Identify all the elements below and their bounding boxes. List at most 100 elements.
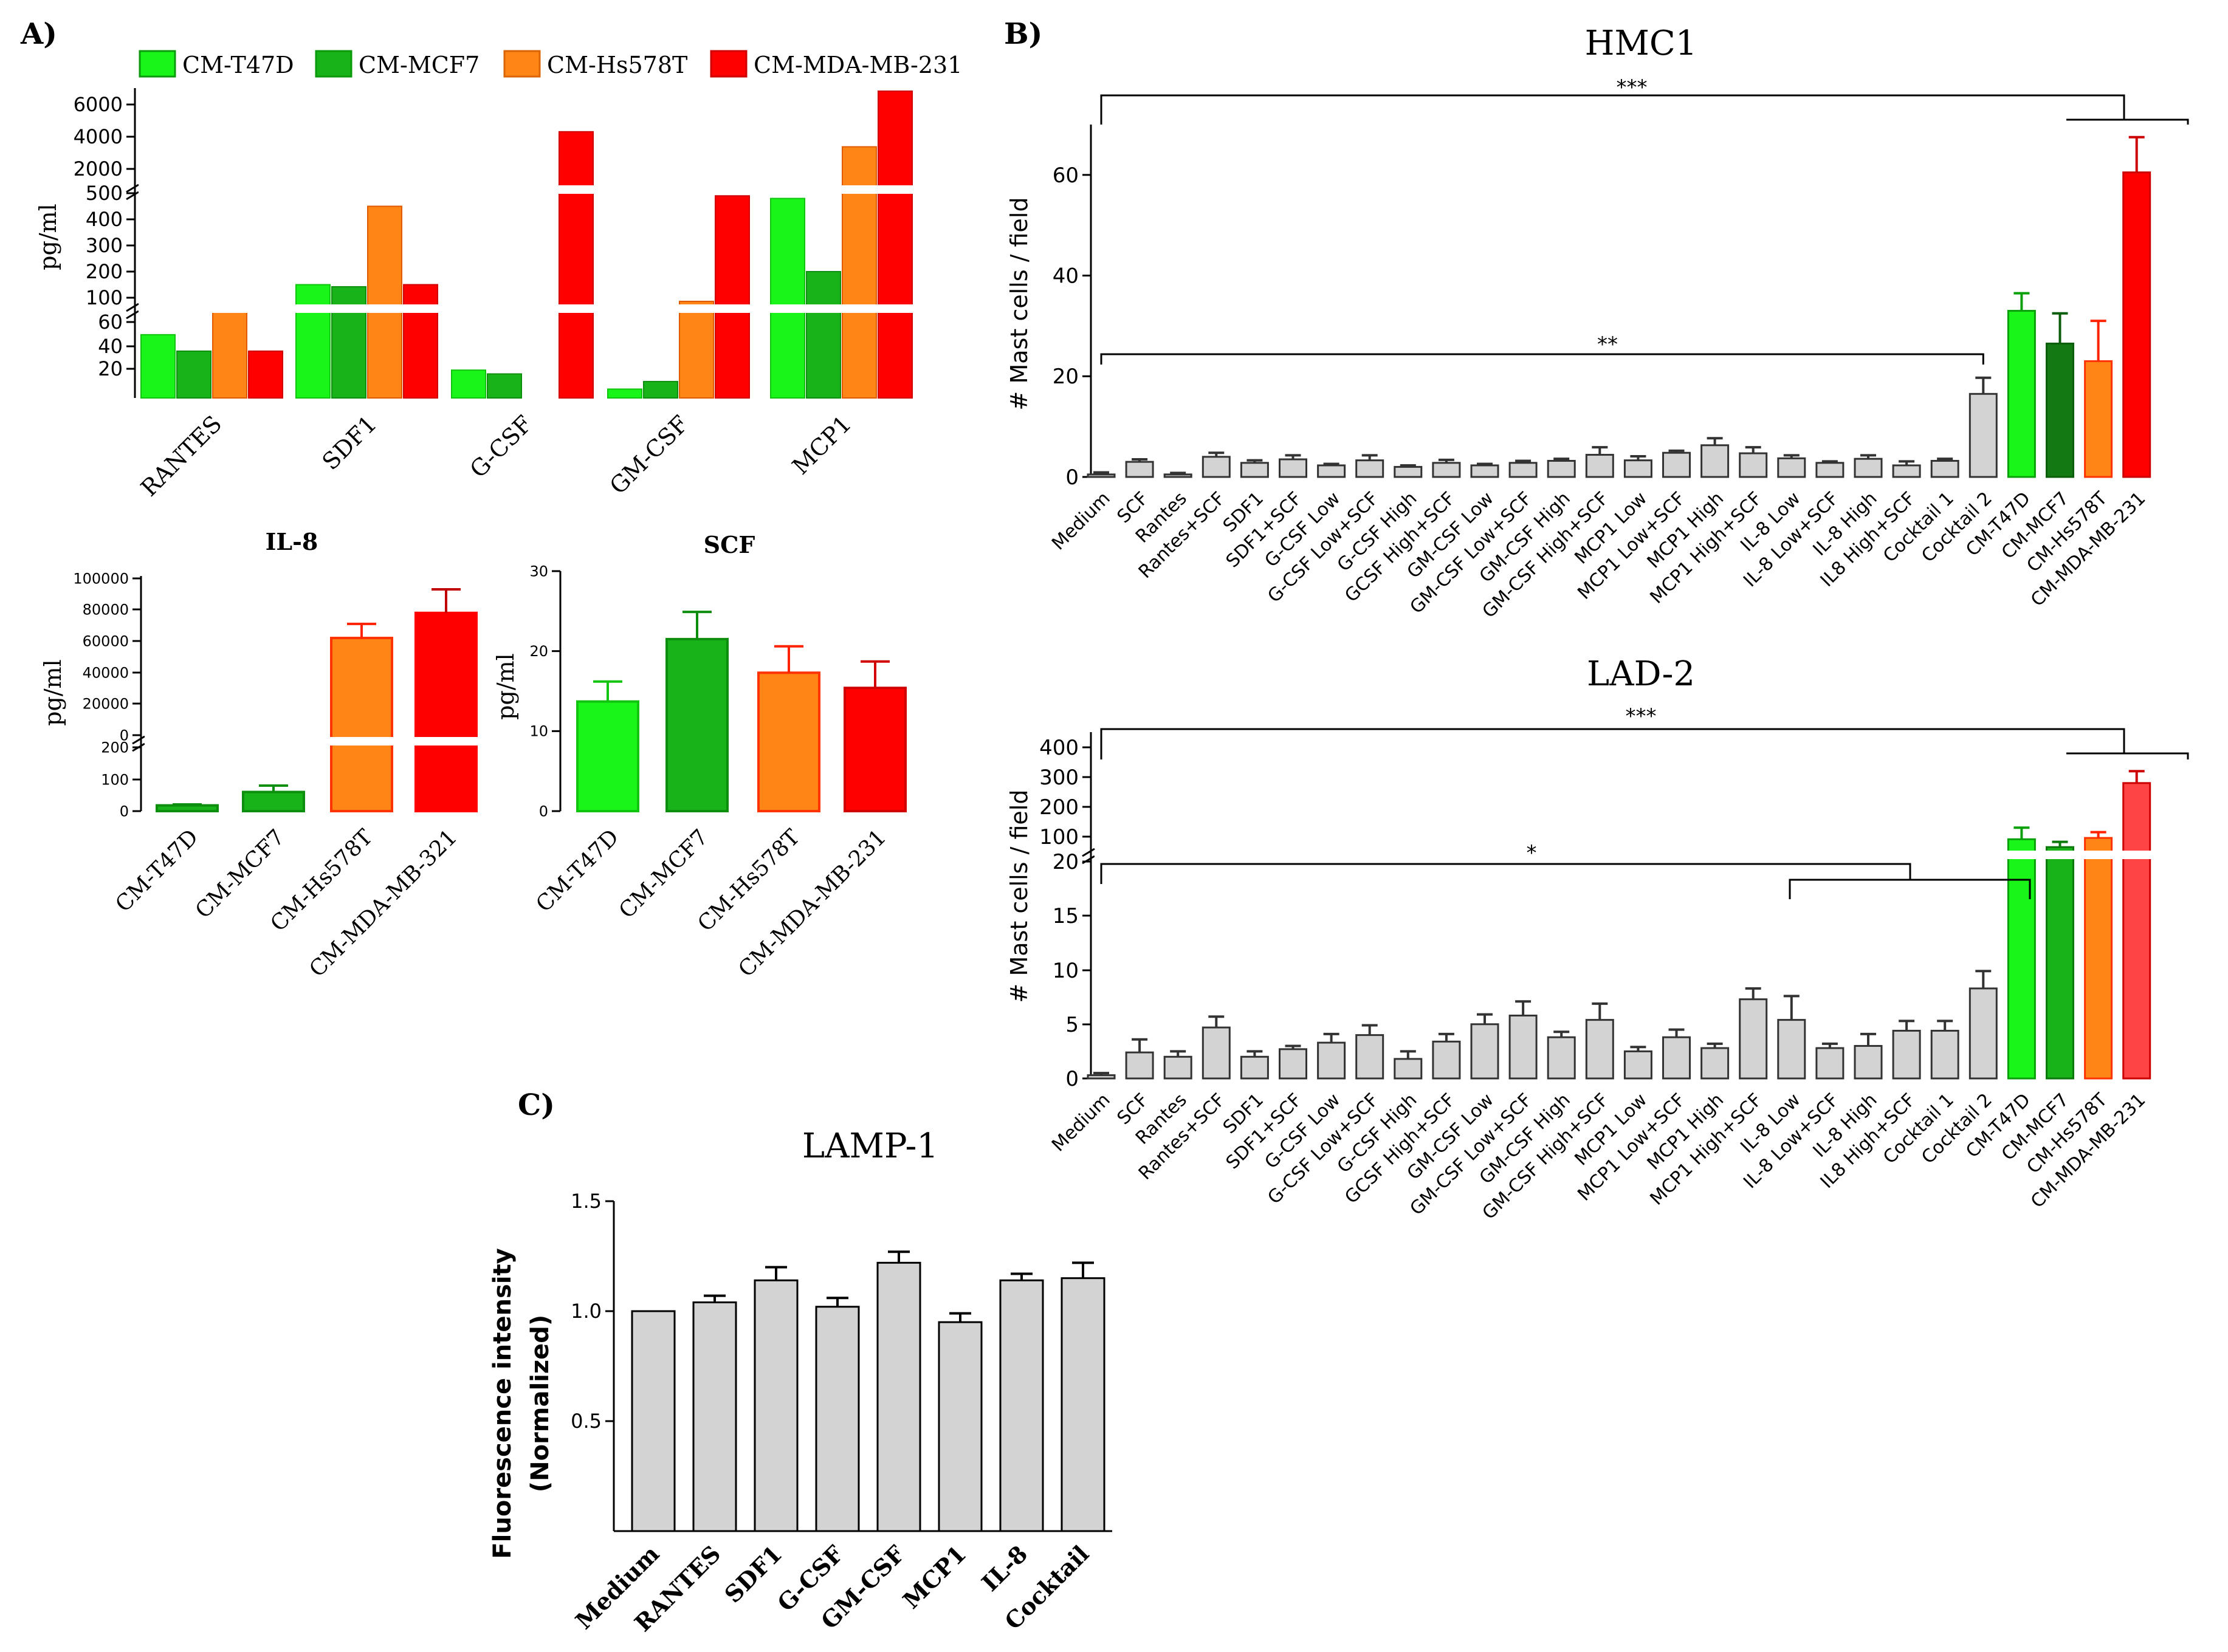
y-tick-label: 20 bbox=[529, 643, 548, 660]
bar-group bbox=[631, 1250, 1105, 1532]
y-tick-label: 300 bbox=[86, 234, 123, 257]
bar bbox=[692, 1301, 737, 1532]
y-tick-label: 100000 bbox=[73, 570, 129, 587]
bar bbox=[844, 687, 907, 812]
bar bbox=[631, 1310, 676, 1532]
y-tick-label: 100 bbox=[101, 771, 129, 788]
bar bbox=[1815, 462, 1845, 478]
x-tick-label: RANTES bbox=[136, 410, 227, 501]
x-tick-label: CM-MDA-MB-321 bbox=[304, 824, 462, 982]
bar bbox=[1968, 987, 1998, 1080]
bar bbox=[2084, 837, 2113, 1080]
bar bbox=[1930, 1029, 1959, 1080]
bar bbox=[1355, 459, 1384, 478]
chart-title: LAMP-1 bbox=[802, 1126, 938, 1166]
x-tick-label: CM-MCF7 bbox=[614, 824, 713, 924]
y-tick-label: 0 bbox=[539, 803, 548, 820]
bar bbox=[1470, 464, 1499, 478]
legend-swatch bbox=[139, 50, 176, 78]
panel-a-scf-chart: SCF pg/ml 0 10 20 30 CM-T47DCM-MCF7CM-Hs578… bbox=[492, 531, 907, 982]
y-axis-label: # Mast cells / field bbox=[1006, 197, 1033, 411]
significance-bracket bbox=[1789, 879, 2031, 899]
bar bbox=[2046, 846, 2074, 1080]
bar bbox=[1815, 1047, 1845, 1080]
y-axis-label: # Mast cells / field bbox=[1006, 790, 1033, 1003]
x-tick-label: CM-T47D bbox=[531, 824, 624, 917]
significance-label: * bbox=[1527, 841, 1537, 865]
y-tick-label: 15 bbox=[1053, 904, 1079, 928]
bar bbox=[176, 350, 211, 399]
significance-brackets: ***** bbox=[1100, 75, 2189, 365]
panel-a-label: A) bbox=[20, 17, 57, 51]
bar bbox=[330, 637, 393, 813]
bar bbox=[1317, 1041, 1346, 1080]
bar bbox=[1662, 1036, 1691, 1080]
y-tick-label: 200 bbox=[86, 260, 123, 283]
y-axis: 0 20 40 60 bbox=[1053, 125, 1092, 490]
bar bbox=[1317, 464, 1346, 478]
bar bbox=[414, 611, 478, 812]
bar bbox=[1777, 457, 1806, 478]
bar bbox=[1202, 1026, 1231, 1080]
bar bbox=[2122, 782, 2151, 1080]
bar bbox=[1240, 462, 1269, 478]
bar-group bbox=[1087, 135, 2151, 478]
significance-bracket bbox=[1100, 728, 2125, 759]
bar bbox=[2046, 342, 2074, 478]
bar bbox=[451, 369, 486, 399]
y-tick-label: 60000 bbox=[83, 632, 129, 649]
x-tick-label: CM-MCF7 bbox=[191, 824, 290, 924]
y-tick-label: 40 bbox=[98, 335, 123, 358]
y-tick-label: 20 bbox=[98, 357, 123, 380]
x-tick-label: Medium bbox=[1048, 1089, 1115, 1156]
y-tick-label: 0 bbox=[120, 803, 129, 820]
bar bbox=[2084, 360, 2113, 478]
x-tick-label: IL-8 bbox=[976, 1540, 1033, 1597]
bar bbox=[679, 301, 714, 399]
bar bbox=[1355, 1034, 1384, 1080]
bar-group bbox=[145, 588, 486, 813]
bar bbox=[2007, 838, 2036, 1080]
bar bbox=[1240, 1055, 1269, 1080]
chart-title: SCF bbox=[704, 531, 755, 558]
bar bbox=[938, 1321, 983, 1532]
bar-group bbox=[1087, 770, 2212, 1080]
y-tick-label: 500 bbox=[86, 182, 123, 205]
significance-label: ** bbox=[1597, 332, 1618, 357]
bar bbox=[1394, 465, 1423, 478]
bar bbox=[403, 284, 438, 399]
bar bbox=[1585, 454, 1614, 478]
y-tick-label: 0.5 bbox=[571, 1410, 602, 1433]
y-axis-label: pg/ml bbox=[35, 204, 61, 270]
panel-c-label: C) bbox=[518, 1088, 555, 1122]
bar bbox=[1739, 452, 1768, 478]
bar bbox=[1394, 1058, 1423, 1080]
y-axis: 0 10 20 30 bbox=[529, 563, 562, 820]
bar bbox=[1202, 456, 1231, 478]
bar bbox=[487, 373, 522, 399]
significance-bracket bbox=[2066, 752, 2189, 759]
y-tick-label: 0 bbox=[1065, 465, 1079, 490]
bar bbox=[248, 350, 283, 399]
bar bbox=[607, 388, 642, 399]
y-tick-label: 20000 bbox=[83, 695, 129, 712]
bar-group bbox=[576, 611, 907, 813]
legend: CM-T47D CM-MCF7 CM-Hs578T CM-MDA-MB-231 bbox=[139, 50, 962, 78]
bar bbox=[1662, 451, 1691, 478]
panel-a-il8-chart: IL-8 pg/ml 01002000200004000060000800001… bbox=[40, 528, 486, 982]
bar bbox=[1892, 1029, 1921, 1080]
x-tick-labels: RANTES SDF1 G-CSF GM-CSF MCP1 bbox=[136, 410, 856, 501]
y-axis-label-line1: Fluorescence intensity bbox=[489, 1248, 517, 1558]
y-axis-label-line2: (Normalized) bbox=[526, 1315, 554, 1492]
bar bbox=[1854, 458, 1883, 478]
bar bbox=[1432, 462, 1461, 478]
chart-title: LAD-2 bbox=[1587, 654, 1695, 694]
y-axis: 0.5 1.0 1.5 bbox=[571, 1190, 1112, 1532]
bar bbox=[1968, 392, 1998, 478]
bar bbox=[140, 334, 176, 399]
x-tick-label: CM-MDA-MB-231 bbox=[734, 824, 891, 982]
